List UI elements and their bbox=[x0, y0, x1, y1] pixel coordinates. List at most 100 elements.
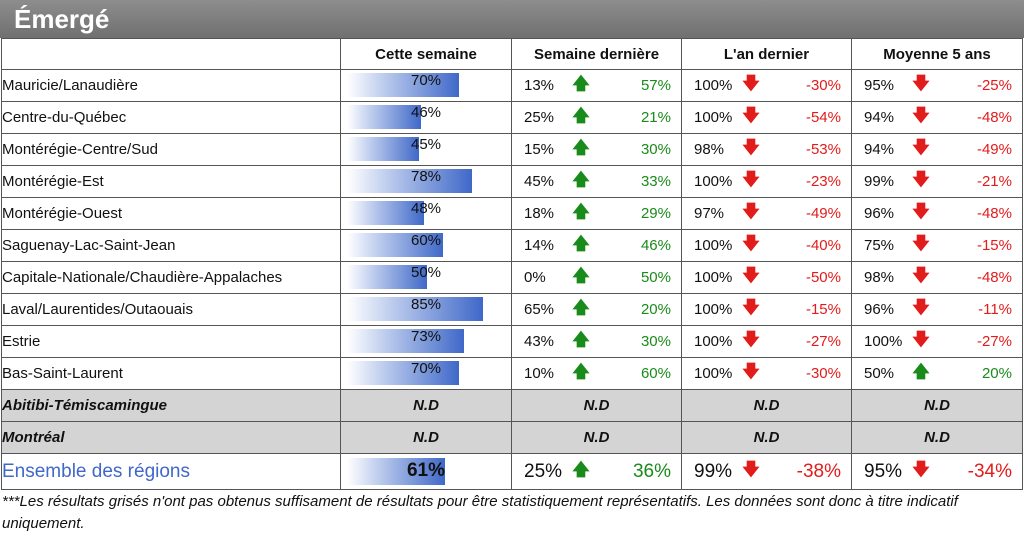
this-week-value: 46% bbox=[410, 104, 442, 121]
last_year-value: 100% bbox=[694, 301, 733, 318]
cell-this-week: 48% bbox=[340, 197, 512, 230]
nd-value: N.D bbox=[511, 421, 682, 454]
avg5-value: 96% bbox=[864, 205, 895, 222]
last_week-delta: 21% bbox=[640, 109, 671, 126]
last_year-value: 100% bbox=[694, 109, 733, 126]
cell-avg5: 96% 🡇 -11% bbox=[851, 293, 1023, 326]
arrow-down-icon: 🡇 bbox=[742, 170, 760, 189]
table-row: Mauricie/Lanaudière 70% 13% 🡅 57% 100% 🡇… bbox=[1, 69, 1023, 102]
arrow-down-icon: 🡇 bbox=[912, 74, 930, 93]
table-row: Bas-Saint-Laurent 70% 10% 🡅 60% 100% 🡇 -… bbox=[1, 357, 1023, 390]
arrow-up-icon: 🡅 bbox=[572, 74, 590, 93]
arrow-up-icon: 🡅 bbox=[572, 170, 590, 189]
table-row-insufficient: Abitibi-Témiscamingue N.D N.D N.D N.D bbox=[1, 389, 1023, 422]
cell-avg5: 95% 🡇 -34% bbox=[851, 453, 1023, 490]
avg5-delta: -25% bbox=[976, 77, 1012, 94]
last_week-delta: 29% bbox=[640, 205, 671, 222]
arrow-down-icon: 🡇 bbox=[912, 330, 930, 349]
last_year-delta: -40% bbox=[805, 237, 841, 254]
table-row: Estrie 73% 43% 🡅 30% 100% 🡇 -27% 100% 🡇 … bbox=[1, 325, 1023, 358]
region-name: Saguenay-Lac-Saint-Jean bbox=[1, 229, 341, 262]
cell-this-week: 46% bbox=[340, 101, 512, 134]
avg5-delta: 20% bbox=[981, 365, 1012, 382]
avg5-delta: -48% bbox=[976, 109, 1012, 126]
avg5-delta: -27% bbox=[976, 333, 1012, 350]
last_week-value: 25% bbox=[524, 460, 563, 482]
percent-bar bbox=[347, 169, 472, 193]
last_week-value: 0% bbox=[524, 269, 546, 286]
table-row-total: Ensemble des régions 61% 25% 🡅 36% 99% 🡇… bbox=[1, 453, 1023, 490]
this-week-value: 78% bbox=[410, 168, 442, 185]
last_week-value: 45% bbox=[524, 173, 555, 190]
footnote: ***Les résultats grisés n'ont pas obtenu… bbox=[2, 493, 958, 532]
avg5-value: 100% bbox=[864, 333, 903, 350]
avg5-value: 95% bbox=[864, 77, 895, 94]
arrow-down-icon: 🡇 bbox=[912, 202, 930, 221]
nd-value: N.D bbox=[340, 421, 512, 454]
arrow-down-icon: 🡇 bbox=[742, 106, 760, 125]
cell-last_year: 97% 🡇 -49% bbox=[681, 197, 852, 230]
nd-value: N.D bbox=[681, 389, 852, 422]
region-name: Ensemble des régions bbox=[1, 453, 341, 490]
region-name: Bas-Saint-Laurent bbox=[1, 357, 341, 390]
nd-value: N.D bbox=[851, 389, 1023, 422]
last_week-value: 10% bbox=[524, 365, 555, 382]
last_week-delta: 60% bbox=[640, 365, 671, 382]
this-week-value: 73% bbox=[410, 328, 442, 345]
last_week-delta: 33% bbox=[640, 173, 671, 190]
arrow-down-icon: 🡇 bbox=[742, 298, 760, 317]
arrow-up-icon: 🡅 bbox=[572, 234, 590, 253]
cell-avg5: 94% 🡇 -48% bbox=[851, 101, 1023, 134]
cell-avg5: 100% 🡇 -27% bbox=[851, 325, 1023, 358]
last_year-value: 100% bbox=[694, 333, 733, 350]
cell-this-week: 73% bbox=[340, 325, 512, 358]
cell-last_year: 100% 🡇 -15% bbox=[681, 293, 852, 326]
avg5-delta: -48% bbox=[976, 205, 1012, 222]
this-week-value: 48% bbox=[410, 200, 442, 217]
this-week-value: 61% bbox=[406, 460, 446, 481]
arrow-up-icon: 🡅 bbox=[572, 460, 590, 479]
cell-last_year: 100% 🡇 -23% bbox=[681, 165, 852, 198]
percent-bar bbox=[347, 329, 464, 353]
last_year-delta: -23% bbox=[805, 173, 841, 190]
avg5-delta: -49% bbox=[976, 141, 1012, 158]
header-this-week: Cette semaine bbox=[340, 38, 512, 70]
region-name: Capitale-Nationale/Chaudière-Appalaches bbox=[1, 261, 341, 294]
arrow-down-icon: 🡇 bbox=[742, 202, 760, 221]
last_week-delta: 57% bbox=[640, 77, 671, 94]
arrow-down-icon: 🡇 bbox=[912, 460, 930, 479]
last_year-delta: -49% bbox=[805, 205, 841, 222]
table-row: Montérégie-Est 78% 45% 🡅 33% 100% 🡇 -23%… bbox=[1, 165, 1023, 198]
avg5-value: 98% bbox=[864, 269, 895, 286]
cell-last_week: 10% 🡅 60% bbox=[511, 357, 682, 390]
avg5-value: 75% bbox=[864, 237, 895, 254]
last_year-value: 100% bbox=[694, 173, 733, 190]
nd-value: N.D bbox=[340, 389, 512, 422]
cell-last_week: 15% 🡅 30% bbox=[511, 133, 682, 166]
arrow-up-icon: 🡅 bbox=[572, 298, 590, 317]
cell-last_week: 45% 🡅 33% bbox=[511, 165, 682, 198]
last_year-value: 97% bbox=[694, 205, 725, 222]
arrow-down-icon: 🡇 bbox=[742, 362, 760, 381]
table-row: Saguenay-Lac-Saint-Jean 60% 14% 🡅 46% 10… bbox=[1, 229, 1023, 262]
arrow-up-icon: 🡅 bbox=[572, 330, 590, 349]
this-week-value: 50% bbox=[410, 264, 442, 281]
table-row: Centre-du-Québec 46% 25% 🡅 21% 100% 🡇 -5… bbox=[1, 101, 1023, 134]
table-row: Montérégie-Centre/Sud 45% 15% 🡅 30% 98% … bbox=[1, 133, 1023, 166]
arrow-up-icon: 🡅 bbox=[572, 362, 590, 381]
cell-this-week: 78% bbox=[340, 165, 512, 198]
last_year-delta: -15% bbox=[805, 301, 841, 318]
percent-bar bbox=[347, 361, 459, 385]
last_week-delta: 50% bbox=[640, 269, 671, 286]
last_week-delta: 20% bbox=[640, 301, 671, 318]
cell-last_week: 14% 🡅 46% bbox=[511, 229, 682, 262]
last_week-value: 15% bbox=[524, 141, 555, 158]
table-row: Montérégie-Ouest 48% 18% 🡅 29% 97% 🡇 -49… bbox=[1, 197, 1023, 230]
cell-last_week: 13% 🡅 57% bbox=[511, 69, 682, 102]
last_week-delta: 36% bbox=[632, 460, 671, 482]
last_week-value: 65% bbox=[524, 301, 555, 318]
cell-avg5: 94% 🡇 -49% bbox=[851, 133, 1023, 166]
percent-bar bbox=[347, 201, 424, 225]
last_year-delta: -38% bbox=[796, 460, 841, 482]
cell-last_year: 100% 🡇 -54% bbox=[681, 101, 852, 134]
